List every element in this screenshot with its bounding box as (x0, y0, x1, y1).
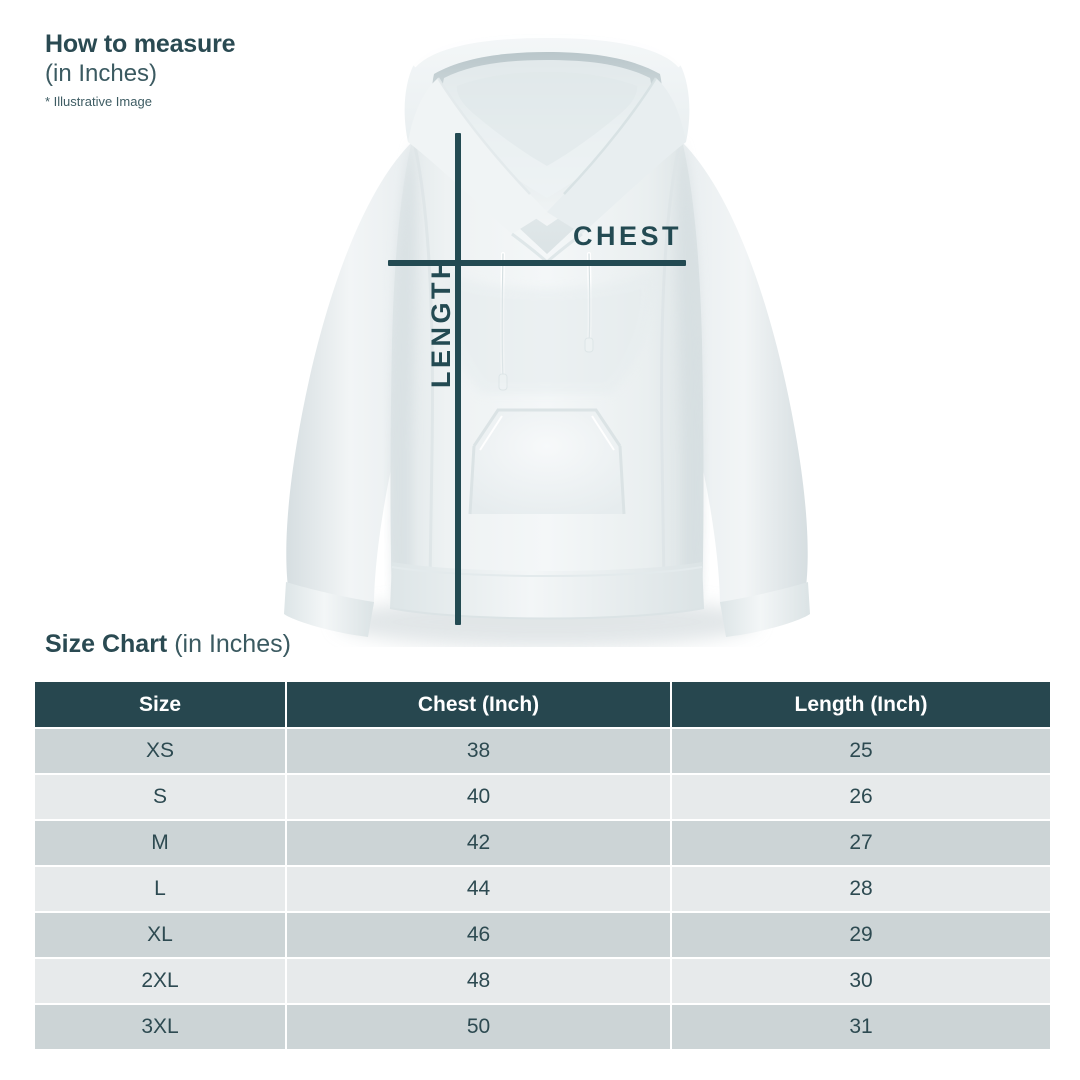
table-row: 3XL 50 31 (35, 1005, 1050, 1049)
cell-chest: 42 (287, 821, 670, 865)
cell-chest: 44 (287, 867, 670, 911)
table-row: M 42 27 (35, 821, 1050, 865)
cell-length: 28 (672, 867, 1050, 911)
how-to-measure-heading: How to measure (in Inches) * Illustrativ… (45, 30, 375, 109)
cell-length: 25 (672, 729, 1050, 773)
table-header-row: Size Chest (Inch) Length (Inch) (35, 682, 1050, 727)
table-row: XS 38 25 (35, 729, 1050, 773)
table-body: XS 38 25 S 40 26 M 42 27 L 44 28 XL 46 (35, 729, 1050, 1049)
table-row: S 40 26 (35, 775, 1050, 819)
cell-chest: 46 (287, 913, 670, 957)
table-row: 2XL 48 30 (35, 959, 1050, 1003)
table-row: L 44 28 (35, 867, 1050, 911)
cell-chest: 40 (287, 775, 670, 819)
hoodie-graphic (284, 33, 810, 647)
cell-chest: 50 (287, 1005, 670, 1049)
cell-size: L (35, 867, 285, 911)
column-header-length: Length (Inch) (672, 682, 1050, 727)
cell-length: 29 (672, 913, 1050, 957)
cell-size: 3XL (35, 1005, 285, 1049)
page-title: How to measure (45, 30, 236, 58)
cell-chest: 38 (287, 729, 670, 773)
cell-length: 27 (672, 821, 1050, 865)
size-chart-title: Size Chart (in Inches) (45, 630, 291, 659)
column-header-size: Size (35, 682, 285, 727)
cell-size: XS (35, 729, 285, 773)
size-chart-title-units: (in Inches) (167, 630, 291, 658)
page-subtitle: (in Inches) (45, 60, 158, 87)
cell-size: 2XL (35, 959, 285, 1003)
hoodie-illustration (262, 22, 832, 647)
cell-length: 31 (672, 1005, 1050, 1049)
size-chart-title-strong: Size Chart (45, 630, 168, 658)
size-chart-table: Size Chest (Inch) Length (Inch) XS 38 25… (33, 680, 1052, 1051)
cell-length: 30 (672, 959, 1050, 1003)
table-row: XL 46 29 (35, 913, 1050, 957)
cell-size: M (35, 821, 285, 865)
column-header-chest: Chest (Inch) (287, 682, 670, 727)
illustrative-note: * Illustrative Image (45, 93, 152, 109)
cell-length: 26 (672, 775, 1050, 819)
table-header: Size Chest (Inch) Length (Inch) (35, 682, 1050, 727)
cell-size: XL (35, 913, 285, 957)
cell-chest: 48 (287, 959, 670, 1003)
cell-size: S (35, 775, 285, 819)
